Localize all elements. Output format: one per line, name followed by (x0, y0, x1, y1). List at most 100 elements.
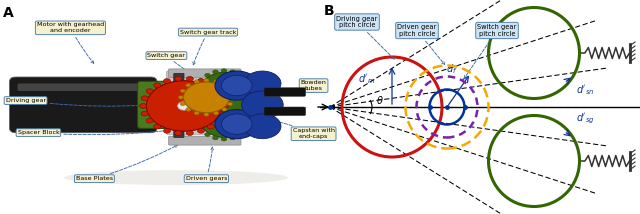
Ellipse shape (237, 73, 243, 77)
FancyBboxPatch shape (169, 136, 241, 145)
Ellipse shape (230, 136, 236, 140)
Ellipse shape (230, 96, 235, 99)
Text: $\mathit{d}_f$: $\mathit{d}_f$ (446, 62, 458, 76)
Ellipse shape (163, 128, 170, 133)
Ellipse shape (194, 80, 199, 83)
Ellipse shape (186, 76, 193, 81)
Text: Switch gear
pitch circle: Switch gear pitch circle (464, 24, 516, 78)
Text: $\mathit{d}'_{sn}$: $\mathit{d}'_{sn}$ (576, 83, 595, 97)
Text: Switch gear track: Switch gear track (180, 30, 236, 65)
Ellipse shape (204, 79, 209, 82)
Ellipse shape (147, 81, 222, 131)
Ellipse shape (175, 76, 182, 81)
Ellipse shape (220, 111, 227, 116)
Ellipse shape (146, 89, 153, 94)
Text: $\theta$: $\theta$ (376, 94, 384, 106)
Ellipse shape (221, 69, 227, 73)
Text: Base Plates: Base Plates (76, 145, 177, 181)
Ellipse shape (186, 131, 193, 135)
Text: Capstan with
end-caps: Capstan with end-caps (269, 119, 335, 139)
Ellipse shape (188, 103, 194, 107)
Ellipse shape (146, 118, 153, 123)
Ellipse shape (214, 111, 219, 115)
Ellipse shape (170, 73, 202, 137)
Ellipse shape (207, 83, 214, 88)
FancyBboxPatch shape (174, 73, 184, 82)
Ellipse shape (193, 120, 198, 124)
Ellipse shape (180, 89, 186, 92)
Ellipse shape (207, 124, 214, 129)
Ellipse shape (220, 96, 227, 101)
Ellipse shape (140, 104, 147, 108)
Ellipse shape (198, 79, 205, 83)
Ellipse shape (205, 133, 211, 137)
Ellipse shape (221, 75, 252, 96)
Ellipse shape (244, 79, 250, 83)
Text: Driving gear: Driving gear (6, 98, 145, 107)
Ellipse shape (215, 110, 259, 139)
Ellipse shape (186, 83, 191, 87)
Ellipse shape (184, 82, 230, 113)
FancyBboxPatch shape (138, 81, 172, 128)
Ellipse shape (215, 71, 259, 100)
Ellipse shape (222, 108, 227, 111)
Text: A: A (3, 6, 14, 20)
Ellipse shape (254, 103, 260, 107)
Ellipse shape (186, 108, 191, 111)
Ellipse shape (221, 104, 228, 108)
Ellipse shape (253, 94, 259, 98)
Ellipse shape (141, 111, 148, 116)
Ellipse shape (221, 114, 252, 134)
Ellipse shape (214, 80, 219, 83)
FancyBboxPatch shape (10, 77, 157, 133)
Text: Driven gears: Driven gears (186, 147, 227, 181)
Ellipse shape (221, 137, 227, 141)
Ellipse shape (180, 102, 186, 106)
Ellipse shape (205, 73, 211, 77)
Ellipse shape (227, 102, 232, 106)
FancyBboxPatch shape (174, 129, 184, 137)
Ellipse shape (178, 102, 191, 110)
Ellipse shape (198, 128, 205, 133)
Ellipse shape (141, 83, 160, 126)
Ellipse shape (253, 112, 259, 116)
Text: Motor with gearhead
and encoder: Motor with gearhead and encoder (36, 22, 104, 63)
Ellipse shape (198, 127, 204, 131)
Ellipse shape (189, 94, 195, 98)
FancyBboxPatch shape (166, 71, 243, 135)
Ellipse shape (215, 89, 222, 94)
Text: Spacer Block: Spacer Block (17, 129, 172, 135)
Ellipse shape (198, 79, 204, 83)
FancyBboxPatch shape (264, 107, 306, 116)
Ellipse shape (222, 83, 227, 87)
Ellipse shape (230, 70, 236, 74)
Text: $\mathit{d}'_{sg}$: $\mathit{d}'_{sg}$ (576, 111, 595, 126)
Ellipse shape (204, 113, 209, 116)
Ellipse shape (227, 89, 232, 92)
Ellipse shape (212, 70, 218, 74)
FancyBboxPatch shape (169, 69, 241, 78)
Ellipse shape (250, 86, 255, 90)
Ellipse shape (189, 112, 195, 116)
Text: $\mathit{d}'_m$: $\mathit{d}'_m$ (358, 72, 376, 86)
Ellipse shape (154, 83, 161, 88)
Ellipse shape (141, 96, 148, 101)
Text: Driven gear
pitch circle: Driven gear pitch circle (397, 24, 445, 65)
Ellipse shape (193, 72, 255, 137)
Ellipse shape (250, 120, 255, 124)
Ellipse shape (215, 118, 222, 123)
Ellipse shape (64, 170, 288, 185)
Ellipse shape (154, 124, 161, 129)
Text: B: B (324, 4, 335, 18)
Ellipse shape (244, 127, 250, 131)
FancyBboxPatch shape (264, 88, 306, 96)
Ellipse shape (241, 91, 283, 119)
Ellipse shape (244, 114, 281, 139)
Ellipse shape (163, 79, 170, 83)
Text: Driving gear
pitch circle: Driving gear pitch circle (337, 15, 394, 59)
Ellipse shape (175, 131, 182, 135)
Ellipse shape (237, 133, 243, 137)
FancyBboxPatch shape (18, 83, 149, 91)
Ellipse shape (244, 71, 281, 96)
Ellipse shape (212, 136, 218, 140)
